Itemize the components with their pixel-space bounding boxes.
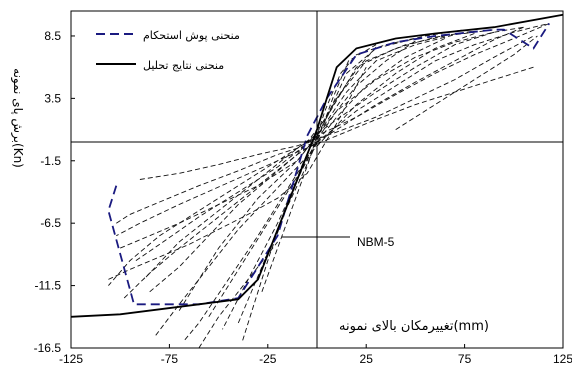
annotation-label: NBM-5	[357, 235, 395, 249]
hysteresis-loop-6	[149, 30, 475, 293]
x-tick-label-2: -25	[259, 352, 277, 366]
y-tick-label-4: -11.5	[35, 279, 62, 293]
hysteresis-loop-10	[208, 38, 416, 318]
hysteresis-loop-5	[143, 31, 495, 280]
hysteresis-loop-7	[155, 33, 475, 336]
hysteresis-loop-19	[198, 241, 278, 349]
y-tick-label-2: -1.5	[40, 154, 61, 168]
tick-labels: -125 -75 -25 25 75 125 8.5 3.5 -1.5 -6.5 -11.5 -16.…	[34, 29, 572, 366]
hysteresis-loop-17	[108, 66, 367, 280]
plot-frame	[70, 10, 564, 349]
legend-label-envelope: منحنی پوش استحکام	[143, 29, 240, 42]
y-tick-label-5: -16.5	[34, 341, 62, 355]
x-tick-label-1: -75	[161, 352, 179, 366]
hysteresis-loop-2	[120, 26, 524, 249]
hysteresis-loop-15	[139, 35, 534, 180]
hysteresis-loop-16	[116, 66, 534, 237]
y-tick-label-1: 3.5	[44, 91, 61, 105]
y-axis-label: برش پای نمونه(Kn)	[10, 68, 25, 168]
hysteresis-loop-8	[178, 35, 445, 311]
x-tick-label-0: -125	[59, 352, 83, 366]
hysteresis-loop-9	[182, 38, 446, 343]
x-axis-label: تغییرمکان بالای نمونه(mm)	[339, 319, 489, 334]
y-tick-label-3: -6.5	[40, 216, 61, 230]
hysteresis-loop-18	[395, 35, 538, 130]
x-tick-label-4: 75	[458, 352, 472, 366]
legend: منحنی پوش استحکام منحنی نتایج تحلیل	[96, 29, 240, 72]
y-tick-label-0: 8.5	[44, 29, 61, 43]
x-tick-label-3: 25	[360, 352, 374, 366]
x-tick-label-5: 125	[553, 352, 572, 366]
hysteresis-loop-13	[241, 46, 377, 342]
legend-label-analysis: منحنی نتایج تحلیل	[143, 59, 224, 72]
